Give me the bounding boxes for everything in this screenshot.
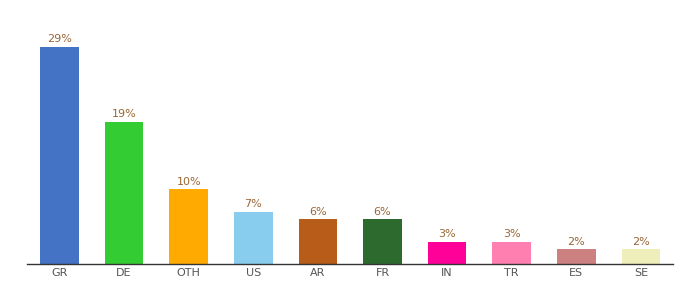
Text: 29%: 29%	[47, 34, 72, 44]
Text: 2%: 2%	[632, 237, 650, 247]
Text: 6%: 6%	[374, 207, 391, 217]
Text: 2%: 2%	[567, 237, 585, 247]
Bar	[492, 242, 531, 264]
Bar	[557, 249, 596, 264]
Text: 7%: 7%	[244, 199, 262, 209]
Text: 3%: 3%	[439, 229, 456, 239]
Text: 6%: 6%	[309, 207, 326, 217]
Bar	[299, 219, 337, 264]
Bar	[428, 242, 466, 264]
Bar	[622, 249, 660, 264]
Bar	[169, 189, 208, 264]
Bar	[40, 46, 79, 264]
Text: 10%: 10%	[176, 177, 201, 187]
Bar	[363, 219, 402, 264]
Bar	[105, 122, 143, 264]
Bar	[234, 212, 273, 264]
Text: 19%: 19%	[112, 109, 137, 119]
Text: 3%: 3%	[503, 229, 520, 239]
